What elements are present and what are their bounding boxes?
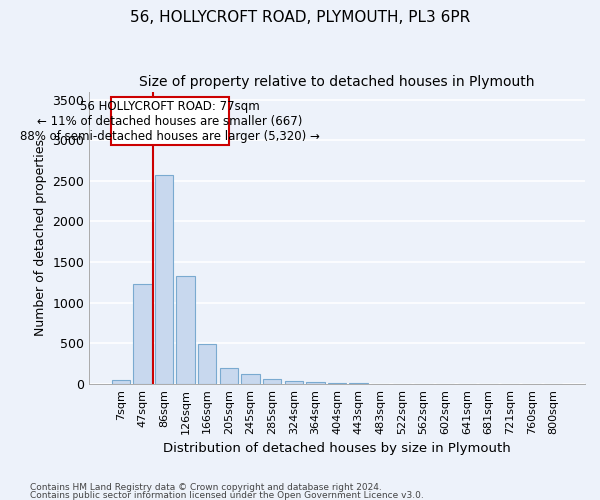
Bar [241,374,260,384]
Bar [220,368,238,384]
FancyBboxPatch shape [111,97,229,145]
Bar [263,380,281,384]
X-axis label: Distribution of detached houses by size in Plymouth: Distribution of detached houses by size … [163,442,511,455]
Text: Contains public sector information licensed under the Open Government Licence v3: Contains public sector information licen… [30,490,424,500]
Y-axis label: Number of detached properties: Number of detached properties [34,139,47,336]
Text: 56, HOLLYCROFT ROAD, PLYMOUTH, PL3 6PR: 56, HOLLYCROFT ROAD, PLYMOUTH, PL3 6PR [130,10,470,25]
Text: 56 HOLLYCROFT ROAD: 77sqm
← 11% of detached houses are smaller (667)
88% of semi: 56 HOLLYCROFT ROAD: 77sqm ← 11% of detac… [20,100,320,142]
Text: Contains HM Land Registry data © Crown copyright and database right 2024.: Contains HM Land Registry data © Crown c… [30,484,382,492]
Bar [306,382,325,384]
Title: Size of property relative to detached houses in Plymouth: Size of property relative to detached ho… [139,75,535,89]
Bar [155,175,173,384]
Bar [112,380,130,384]
Bar [284,382,303,384]
Bar [176,276,195,384]
Bar [133,284,152,384]
Bar [328,383,346,384]
Bar [198,344,217,384]
